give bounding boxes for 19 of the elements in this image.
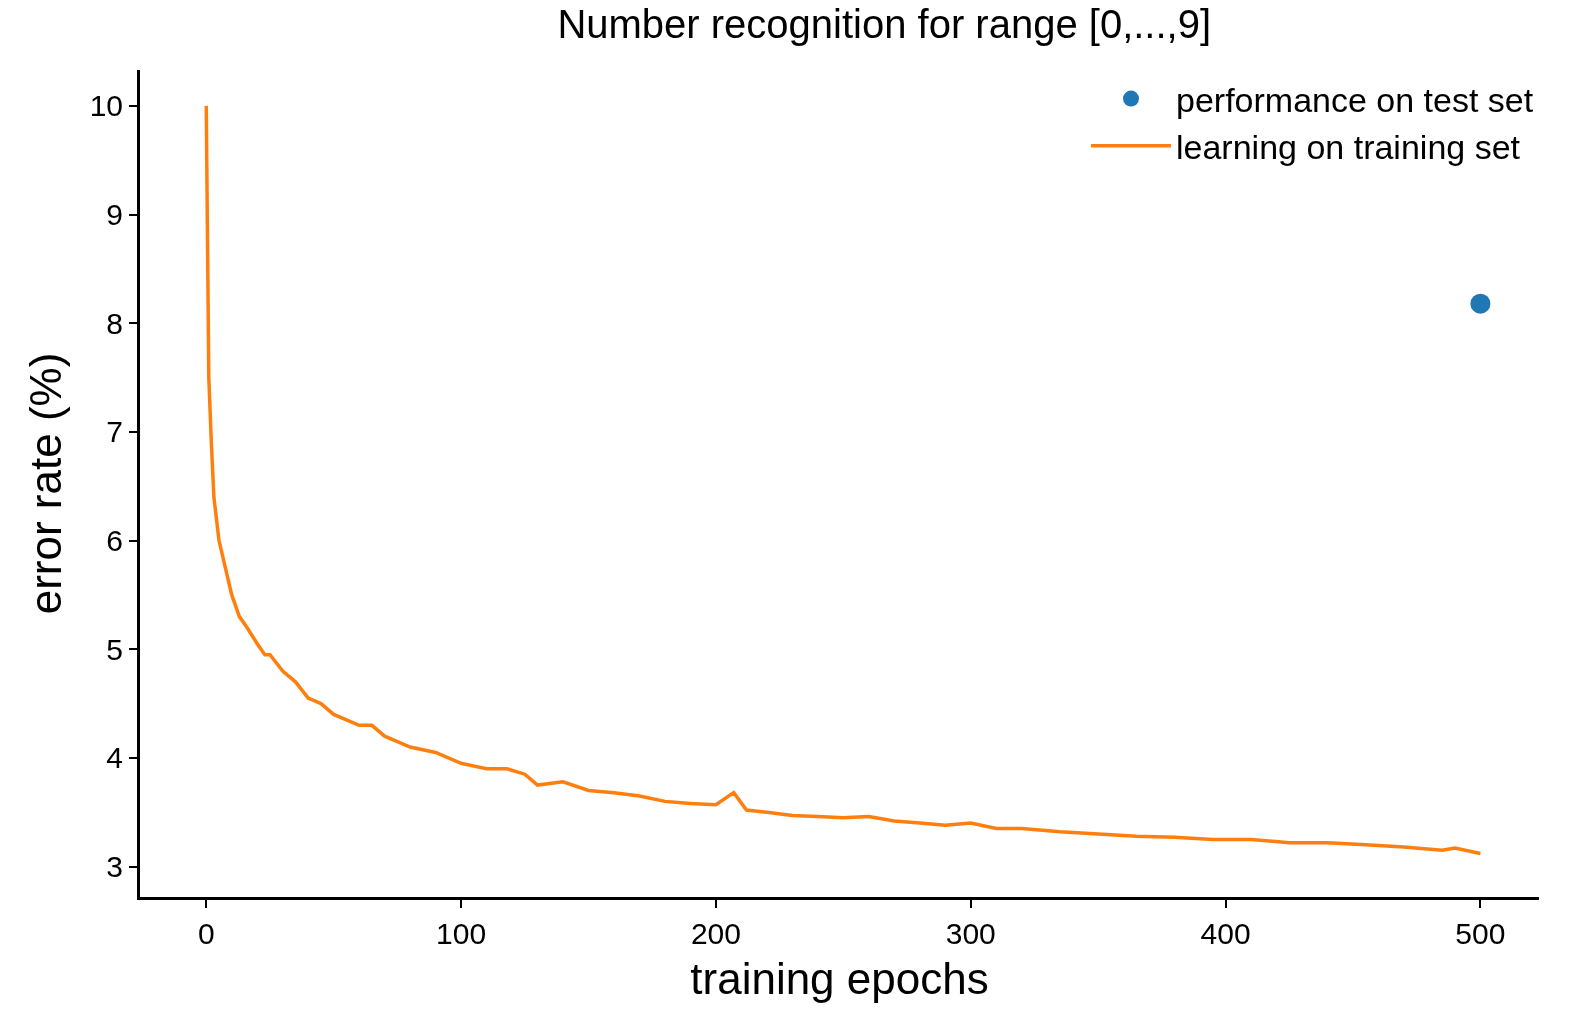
x-tick-label: 0 (197, 917, 215, 950)
legend-label: learning on training set (1176, 128, 1521, 167)
y-tick-label: 7 (106, 415, 123, 449)
x-tick-label: 400 (1200, 917, 1251, 950)
legend-label: performance on test set (1176, 80, 1534, 119)
x-tick-label: 300 (945, 917, 996, 950)
y-tick-label: 6 (106, 524, 123, 558)
x-tick-label: 500 (1455, 917, 1506, 950)
x-tick-label: 100 (436, 917, 487, 950)
y-tick-label: 3 (106, 850, 123, 884)
y-tick-label: 8 (106, 306, 123, 340)
x-axis-title: training epochs (690, 954, 989, 1004)
y-tick-label: 9 (106, 198, 123, 232)
y-tick-label: 10 (89, 89, 123, 123)
y-tick-label: 5 (106, 632, 123, 666)
chart-title: Number recognition for range [0,...,9] (557, 2, 1212, 47)
x-tick-label: 200 (690, 917, 741, 950)
y-axis-title: error rate (%) (20, 352, 70, 615)
y-tick-label: 4 (106, 741, 123, 775)
